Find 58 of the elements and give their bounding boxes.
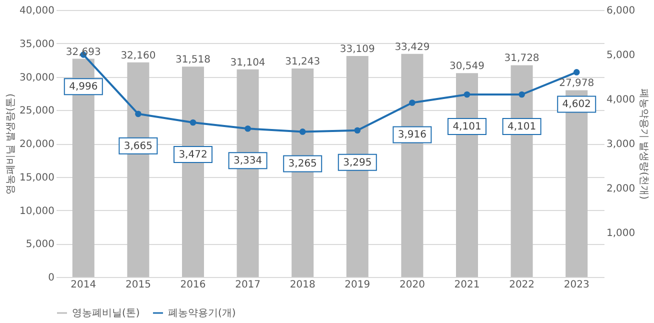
data-label: 3,265 [288,158,317,170]
data-label: 33,109 [340,44,375,55]
legend-label: 영농폐비닐(톤) [72,308,140,319]
x-tick-label: 2020 [399,280,425,290]
y-tick-label: 10,000 [20,206,54,217]
data-label: 31,728 [504,53,540,64]
point [573,69,580,76]
y-tick-label: 0 [48,272,54,284]
y2-tick-label: 4,000 [606,94,636,106]
x-tick-label: 2018 [290,280,316,290]
point [464,91,470,98]
data-label: 3,916 [398,130,427,141]
y2-axis-title: 폐농약용기 발생량(천개) [638,88,650,200]
data-label: 30,549 [450,61,484,72]
data-label: 3,334 [233,156,262,167]
y2-tick-label: 1,000 [606,228,636,239]
data-label: 32,693 [66,46,101,58]
data-label: 4,101 [452,122,482,133]
y2-tick-label: 5,000 [606,50,636,61]
y-tick-label: 25,000 [20,106,54,117]
y-tick-label: 40,000 [20,6,54,16]
y-tick-label: 35,000 [20,38,54,50]
x-tick-label: 2022 [509,280,535,290]
data-label: 33,429 [394,42,430,53]
x-tick-label: 2015 [125,280,151,290]
y-tick-label: 15,000 [20,172,54,184]
data-label: 3,665 [124,140,153,152]
y-axis-title: 영농폐비닐 발생량(톤) [6,93,17,194]
data-label: 3,295 [343,157,372,168]
data-label: 31,104 [230,57,266,68]
x-tick-label: 2017 [235,280,261,290]
point [244,125,251,132]
y2-tick-label: 3,000 [606,139,636,150]
y-tick-label: 30,000 [20,72,54,84]
data-label: 27,978 [559,78,594,90]
y-tick-label: 5,000 [26,239,54,250]
data-label: 31,518 [176,54,210,66]
point [299,128,306,135]
point [518,91,525,98]
x-tick-label: 2023 [564,280,590,290]
point [409,100,416,106]
data-label: 32,160 [120,50,156,62]
point [190,119,196,126]
data-label: 4,996 [69,82,98,93]
data-label: 31,243 [285,56,320,68]
data-label: 3,472 [178,149,208,160]
data-label: 4,602 [562,99,591,110]
x-tick-label: 2019 [344,280,370,290]
point [354,127,361,134]
data-label: 4,101 [507,122,536,133]
y2-tick-label: 6,000 [606,6,636,16]
y-tick-label: 20,000 [20,139,54,150]
x-tick-label: 2014 [70,280,96,290]
point [135,110,142,118]
x-tick-label: 2021 [454,280,480,290]
x-tick-label: 2016 [180,280,206,290]
y2-tick-label: 2,000 [606,184,636,194]
legend-label: 폐농약용기(개) [168,308,236,319]
